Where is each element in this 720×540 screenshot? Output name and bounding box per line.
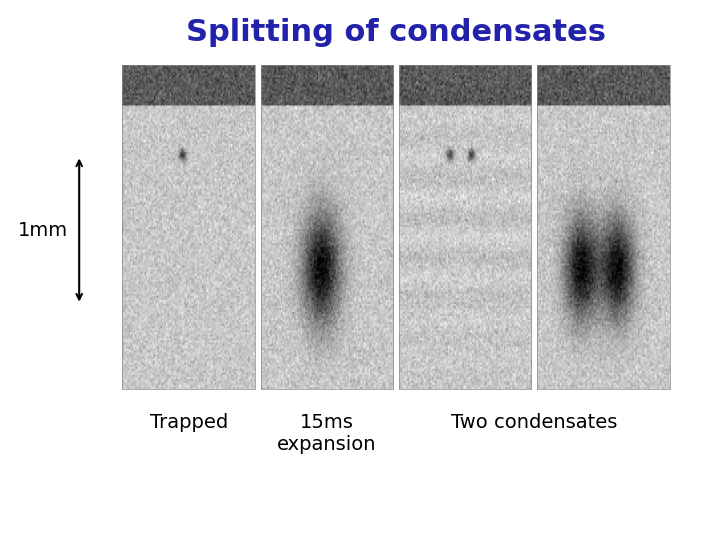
- Text: Two condensates: Two condensates: [451, 413, 618, 432]
- Text: Trapped: Trapped: [150, 413, 228, 432]
- Text: 1mm: 1mm: [18, 220, 68, 240]
- Text: Splitting of condensates: Splitting of condensates: [186, 18, 606, 47]
- Text: 15ms
expansion: 15ms expansion: [277, 413, 377, 454]
